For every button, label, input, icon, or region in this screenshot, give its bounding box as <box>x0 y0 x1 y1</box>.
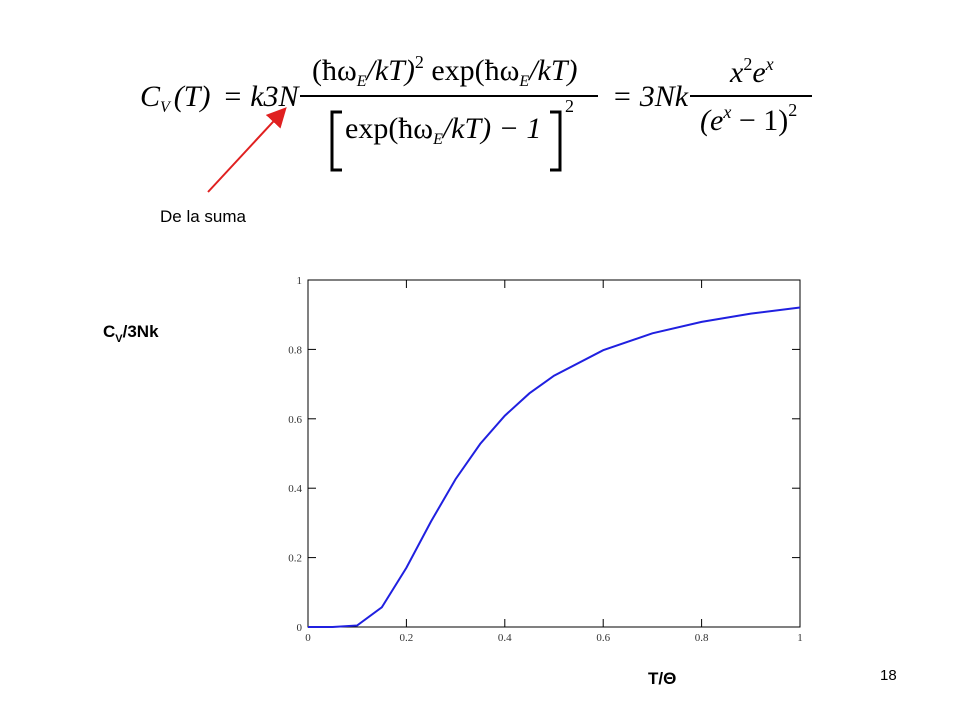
eq-rhs-numerator: x2ex <box>729 54 774 89</box>
x-tick-label: 0.8 <box>695 632 709 644</box>
x-tick-label: 0.4 <box>498 632 512 644</box>
y-tick-label: 0.8 <box>288 344 302 356</box>
y-axis-label: CV/3Nk <box>103 322 159 345</box>
x-tick-label: 1 <box>797 632 803 644</box>
eq-lhs: CV (T) = k3N <box>140 80 301 116</box>
eq-rhs-denominator: (ex − 1)2 <box>700 100 797 137</box>
y-tick-label: 0 <box>297 622 303 634</box>
x-axis-label: T/Θ <box>648 669 676 688</box>
page-number: 18 <box>880 667 897 684</box>
y-tick-label: 0.4 <box>288 483 302 495</box>
y-tick-label: 1 <box>297 275 303 287</box>
data-line <box>308 306 801 628</box>
annotation-arrow <box>207 107 287 193</box>
eq-den-exp: 2 <box>565 96 574 116</box>
x-tick-label: 0 <box>305 632 311 644</box>
plot: 0 0.2 0.4 0.6 0.8 1 0 0.2 0.4 0.6 0.8 1 <box>288 275 803 644</box>
y-tick-label: 0.2 <box>288 553 302 565</box>
y-tick-label: 0.6 <box>288 414 302 426</box>
plot-frame <box>307 279 801 628</box>
eq-numerator: (ħωE/kT)2 exp(ħωE/kT) <box>312 52 578 90</box>
annotation: De la suma <box>160 207 247 226</box>
eq-rhs: = 3Nk <box>612 80 689 113</box>
equation: CV (T) = k3N (ħωE/kT)2 exp(ħωE/kT) exp(ħωE… <box>140 52 812 172</box>
x-tick-label: 0.2 <box>400 632 414 644</box>
brackets <box>330 110 562 172</box>
x-tick-label: 0.6 <box>596 632 610 644</box>
eq-denominator: exp(ħωE/kT) − 1 <box>345 112 541 148</box>
